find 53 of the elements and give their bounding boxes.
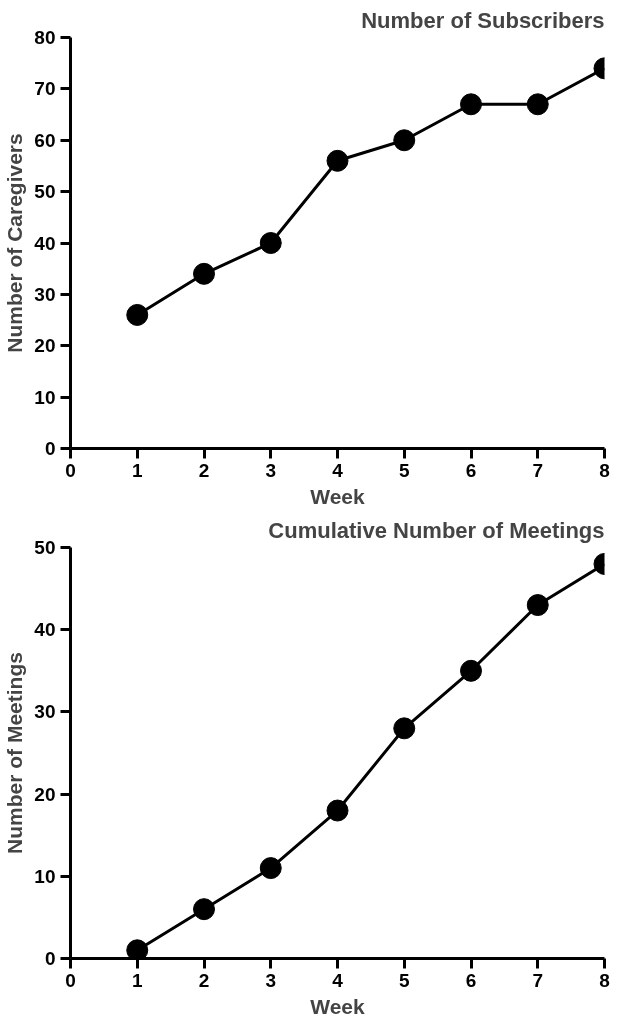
point: [460, 93, 482, 116]
x-tick-label: 0: [65, 969, 76, 991]
x-tick-label: 0: [65, 459, 76, 481]
x-axis-title: Week: [310, 994, 366, 1018]
x-tick-label: 6: [465, 969, 477, 991]
y-axis-title: Number of Meetings: [3, 652, 27, 854]
y-tick-label: 30: [34, 283, 56, 305]
point: [393, 717, 416, 740]
x-tick-label: 5: [398, 969, 410, 991]
chart-title: Cumulative Number of Meetings: [268, 517, 605, 543]
x-tick-label: 3: [265, 459, 277, 481]
point: [193, 262, 215, 285]
point: [326, 799, 349, 822]
x-tick-label: 4: [332, 969, 344, 991]
y-tick-label: 40: [34, 619, 56, 641]
x-tick-label: 5: [398, 459, 410, 481]
y-tick-label: 60: [34, 129, 56, 151]
x-tick-label: 2: [198, 459, 210, 481]
point: [126, 939, 149, 959]
x-tick-label: 4: [332, 459, 344, 481]
x-tick-label: 1: [131, 969, 143, 991]
y-tick-label: 50: [34, 537, 56, 558]
y-tick-label: 70: [34, 78, 56, 100]
y-tick-label: 40: [34, 232, 56, 254]
y-tick-label: 10: [34, 386, 56, 408]
y-tick-label: 0: [44, 948, 56, 969]
chart-title: Number of Subscribers: [361, 7, 605, 33]
point: [259, 857, 282, 880]
x-tick-label: 2: [198, 969, 210, 991]
point: [126, 303, 149, 326]
x-tick-label: 8: [599, 459, 610, 481]
x-tick-label: 7: [532, 459, 544, 481]
x-tick-label: 8: [599, 969, 610, 991]
y-tick-label: 30: [34, 701, 56, 723]
point: [326, 149, 349, 172]
y-tick-label: 20: [34, 335, 56, 357]
x-axis-title: Week: [310, 484, 366, 508]
y-tick-label: 0: [44, 438, 56, 459]
point: [259, 232, 282, 254]
y-axis-title: Number of Caregivers: [3, 133, 27, 353]
point: [193, 898, 215, 921]
point: [460, 659, 482, 682]
point: [393, 129, 416, 152]
x-tick-label: 6: [465, 459, 477, 481]
y-tick-label: 50: [34, 181, 56, 203]
x-tick-label: 7: [532, 969, 544, 991]
x-tick-label: 3: [265, 969, 277, 991]
y-tick-label: 10: [34, 865, 56, 887]
point: [526, 93, 549, 116]
y-tick-label: 80: [34, 27, 56, 48]
point: [526, 594, 549, 617]
y-tick-label: 20: [34, 783, 56, 805]
x-tick-label: 1: [131, 459, 143, 481]
